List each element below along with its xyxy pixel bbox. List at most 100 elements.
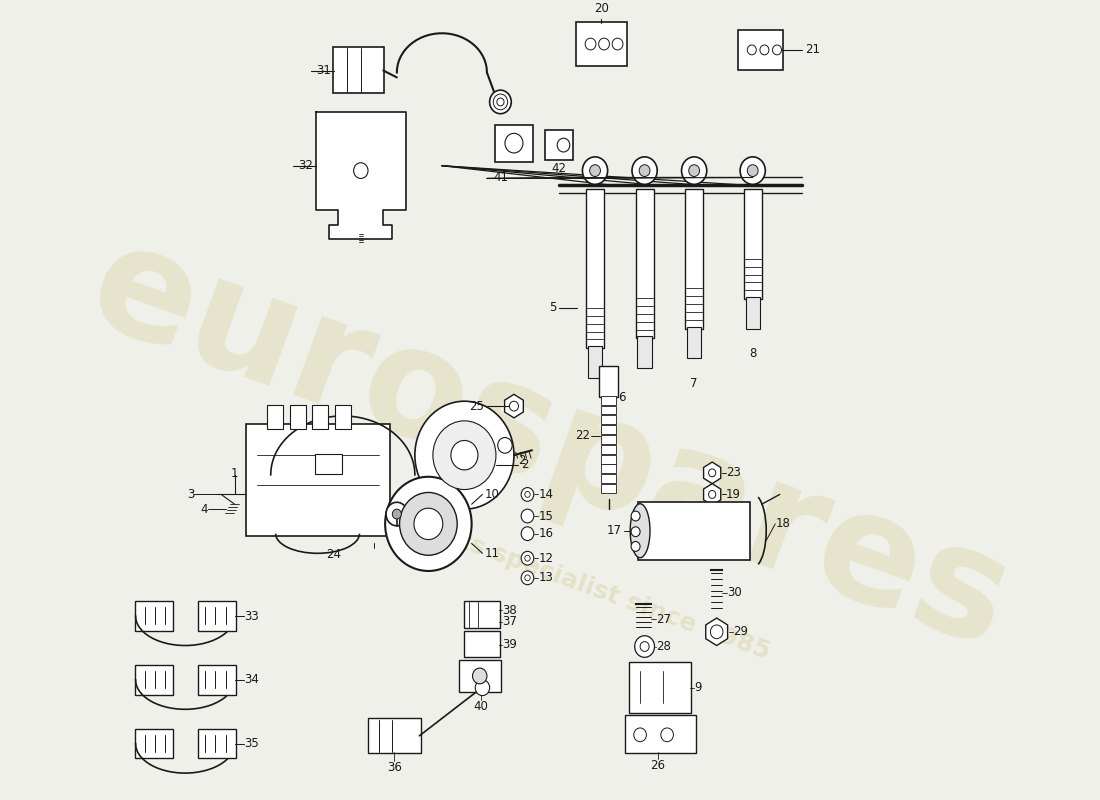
FancyBboxPatch shape <box>198 602 235 631</box>
Circle shape <box>521 487 534 502</box>
Circle shape <box>399 493 458 555</box>
Circle shape <box>521 571 534 585</box>
Polygon shape <box>316 112 406 239</box>
Polygon shape <box>704 484 720 506</box>
Text: 2: 2 <box>521 458 529 471</box>
Text: 36: 36 <box>387 762 402 774</box>
FancyBboxPatch shape <box>333 47 384 93</box>
FancyBboxPatch shape <box>463 631 499 658</box>
FancyBboxPatch shape <box>134 729 173 758</box>
Circle shape <box>433 421 496 490</box>
Circle shape <box>505 134 522 153</box>
Circle shape <box>613 38 623 50</box>
Circle shape <box>521 527 534 541</box>
Circle shape <box>682 157 707 184</box>
Text: 23: 23 <box>726 466 740 479</box>
Text: 31: 31 <box>316 64 331 77</box>
FancyBboxPatch shape <box>629 662 692 714</box>
Text: 7: 7 <box>691 377 697 390</box>
Circle shape <box>631 542 640 551</box>
Text: 14: 14 <box>538 488 553 501</box>
Circle shape <box>640 642 649 651</box>
Circle shape <box>661 728 673 742</box>
Text: 15: 15 <box>538 510 553 522</box>
Circle shape <box>598 38 609 50</box>
Circle shape <box>585 38 596 50</box>
Text: 34: 34 <box>244 674 258 686</box>
FancyBboxPatch shape <box>601 426 616 434</box>
Circle shape <box>525 555 530 561</box>
Circle shape <box>451 441 477 470</box>
Circle shape <box>473 668 487 684</box>
Text: 26: 26 <box>650 759 666 772</box>
Circle shape <box>635 636 654 658</box>
FancyBboxPatch shape <box>576 22 627 66</box>
Ellipse shape <box>630 504 650 558</box>
FancyBboxPatch shape <box>601 415 616 424</box>
Text: 42: 42 <box>551 162 566 175</box>
FancyBboxPatch shape <box>198 665 235 694</box>
FancyBboxPatch shape <box>463 602 499 628</box>
FancyBboxPatch shape <box>459 660 502 692</box>
FancyBboxPatch shape <box>738 30 783 70</box>
FancyBboxPatch shape <box>601 406 616 414</box>
Polygon shape <box>706 618 727 646</box>
FancyBboxPatch shape <box>686 326 702 358</box>
FancyBboxPatch shape <box>544 130 573 160</box>
FancyBboxPatch shape <box>267 405 284 429</box>
Circle shape <box>631 511 640 521</box>
Circle shape <box>708 469 716 477</box>
Circle shape <box>631 527 640 537</box>
Circle shape <box>760 45 769 55</box>
FancyBboxPatch shape <box>134 665 173 694</box>
Text: 12: 12 <box>538 552 553 565</box>
FancyBboxPatch shape <box>198 729 235 758</box>
FancyBboxPatch shape <box>601 484 616 493</box>
Text: 33: 33 <box>244 610 258 622</box>
Circle shape <box>521 509 534 523</box>
Text: 9: 9 <box>694 682 702 694</box>
Circle shape <box>521 551 534 565</box>
Text: eurospares: eurospares <box>70 210 1030 681</box>
Circle shape <box>558 138 570 152</box>
Text: 5: 5 <box>549 302 557 314</box>
Text: 29: 29 <box>733 626 748 638</box>
FancyBboxPatch shape <box>601 454 616 463</box>
FancyBboxPatch shape <box>587 346 603 378</box>
FancyBboxPatch shape <box>495 126 532 162</box>
Circle shape <box>582 157 607 184</box>
Circle shape <box>490 90 512 114</box>
Circle shape <box>590 165 601 177</box>
Circle shape <box>740 157 766 184</box>
Circle shape <box>509 402 518 411</box>
FancyBboxPatch shape <box>746 297 760 329</box>
FancyBboxPatch shape <box>601 435 616 444</box>
Text: 16: 16 <box>538 527 553 540</box>
Text: 22: 22 <box>575 429 591 442</box>
Circle shape <box>385 477 472 571</box>
FancyBboxPatch shape <box>334 405 351 429</box>
Circle shape <box>639 165 650 177</box>
FancyBboxPatch shape <box>134 602 173 631</box>
Circle shape <box>525 491 530 498</box>
Text: 11: 11 <box>485 547 501 560</box>
FancyBboxPatch shape <box>601 396 616 405</box>
Text: 19: 19 <box>726 488 740 501</box>
Circle shape <box>353 162 369 178</box>
Text: 10: 10 <box>485 488 501 501</box>
FancyBboxPatch shape <box>289 405 306 429</box>
FancyBboxPatch shape <box>598 366 618 398</box>
FancyBboxPatch shape <box>601 465 616 474</box>
FancyBboxPatch shape <box>636 190 653 338</box>
FancyBboxPatch shape <box>625 715 696 754</box>
Circle shape <box>747 45 757 55</box>
Circle shape <box>386 502 408 526</box>
FancyBboxPatch shape <box>638 502 750 560</box>
Text: 32: 32 <box>298 159 314 172</box>
FancyBboxPatch shape <box>586 190 604 348</box>
Circle shape <box>497 438 513 454</box>
Text: 39: 39 <box>503 638 517 651</box>
FancyBboxPatch shape <box>315 454 342 474</box>
Text: 4: 4 <box>200 502 208 516</box>
FancyBboxPatch shape <box>368 718 421 754</box>
